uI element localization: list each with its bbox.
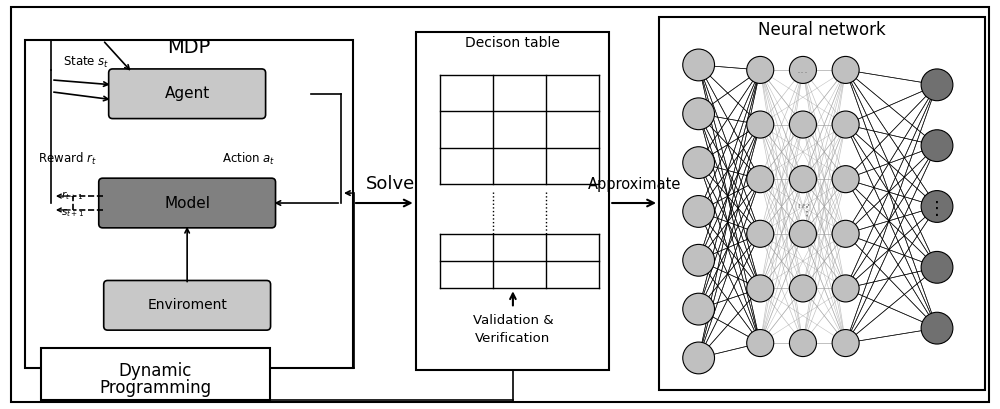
- Circle shape: [789, 275, 816, 302]
- Circle shape: [683, 49, 715, 81]
- Text: Dynamic: Dynamic: [119, 362, 192, 380]
- Circle shape: [683, 342, 715, 374]
- Circle shape: [789, 330, 816, 357]
- Circle shape: [832, 220, 859, 247]
- FancyBboxPatch shape: [11, 7, 989, 402]
- Circle shape: [789, 111, 816, 138]
- Text: Model: Model: [164, 196, 210, 211]
- Circle shape: [683, 293, 715, 325]
- Text: Approximate: Approximate: [587, 177, 681, 192]
- Circle shape: [747, 275, 774, 302]
- FancyBboxPatch shape: [109, 69, 266, 119]
- Circle shape: [747, 56, 774, 83]
- Text: ⋮: ⋮: [928, 200, 946, 218]
- Circle shape: [832, 166, 859, 193]
- Text: $s_{t+1}$: $s_{t+1}$: [61, 207, 84, 219]
- Text: MDP: MDP: [168, 38, 211, 56]
- Circle shape: [789, 56, 816, 83]
- Circle shape: [832, 56, 859, 83]
- Text: Neural network: Neural network: [758, 21, 886, 39]
- FancyBboxPatch shape: [41, 348, 270, 400]
- FancyBboxPatch shape: [659, 17, 985, 390]
- FancyBboxPatch shape: [104, 281, 271, 330]
- Circle shape: [921, 312, 953, 344]
- Circle shape: [747, 166, 774, 193]
- Circle shape: [921, 252, 953, 283]
- Text: $r_{t+1}$: $r_{t+1}$: [61, 190, 83, 202]
- Circle shape: [683, 147, 715, 178]
- Circle shape: [747, 220, 774, 247]
- Text: ...: ...: [795, 202, 810, 216]
- Circle shape: [683, 98, 715, 130]
- FancyBboxPatch shape: [416, 32, 609, 370]
- Text: Validation &: Validation &: [473, 314, 553, 327]
- Circle shape: [832, 111, 859, 138]
- Circle shape: [921, 130, 953, 162]
- Circle shape: [789, 220, 816, 247]
- Text: Agent: Agent: [165, 86, 210, 101]
- Circle shape: [747, 330, 774, 357]
- FancyBboxPatch shape: [99, 178, 276, 228]
- Text: Enviroment: Enviroment: [147, 298, 227, 312]
- Circle shape: [832, 330, 859, 357]
- Circle shape: [683, 245, 715, 276]
- Text: State $s_t$: State $s_t$: [63, 54, 109, 70]
- Text: Reward $r_t$: Reward $r_t$: [38, 151, 97, 167]
- Text: Action $a_t$: Action $a_t$: [222, 151, 275, 167]
- Circle shape: [921, 69, 953, 101]
- Circle shape: [789, 166, 816, 193]
- Text: Programming: Programming: [99, 379, 211, 397]
- Text: Verification: Verification: [475, 332, 551, 345]
- Text: ⋯: ⋯: [796, 197, 810, 211]
- Text: ...: ...: [797, 63, 809, 76]
- Circle shape: [683, 196, 715, 227]
- Circle shape: [921, 191, 953, 222]
- Text: ...: ...: [796, 197, 809, 211]
- FancyBboxPatch shape: [25, 40, 353, 368]
- Text: Solve: Solve: [366, 175, 415, 193]
- Circle shape: [747, 111, 774, 138]
- Text: Decison table: Decison table: [465, 36, 560, 50]
- Circle shape: [832, 275, 859, 302]
